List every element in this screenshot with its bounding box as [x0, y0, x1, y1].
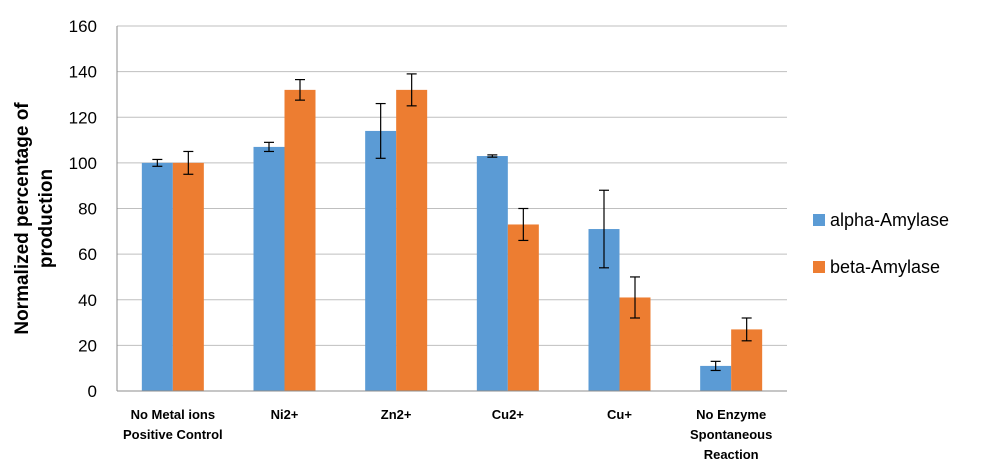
gridlines — [117, 25, 787, 346]
error-bars — [152, 73, 752, 372]
y-axis-label: Normalized percentage of production — [12, 102, 57, 335]
y-tick-label: 100 — [69, 154, 97, 173]
bar-alpha-0 — [141, 162, 173, 391]
y-tick-label: 20 — [78, 336, 97, 355]
bar-beta-1 — [284, 89, 316, 391]
y-tick-label: 140 — [69, 63, 97, 82]
y-tick-label: 60 — [78, 245, 97, 264]
x-axis — [116, 26, 787, 392]
legend-swatch — [813, 214, 825, 226]
legend: alpha-Amylase beta-Amylase — [813, 210, 949, 277]
x-category-label: No Enzyme Spontaneous Reaction — [690, 407, 772, 462]
y-tick-label: 80 — [78, 200, 97, 219]
x-category-label: Ni2+ — [271, 407, 299, 422]
x-category-label: Cu+ — [607, 407, 632, 422]
legend-label: alpha-Amylase — [830, 210, 949, 230]
x-axis-categories: No Metal ions Positive Control Ni2+ Zn2+ Cu2… — [123, 407, 772, 462]
bar-alpha-3 — [476, 156, 508, 391]
x-category-label: Zn2+ — [381, 407, 412, 422]
y-tick-label: 40 — [78, 291, 97, 310]
bar-beta-3 — [507, 224, 539, 391]
bar-beta-2 — [396, 89, 428, 391]
bar-alpha-2 — [365, 130, 397, 391]
legend-swatch — [813, 261, 825, 273]
legend-label: beta-Amylase — [830, 257, 940, 277]
x-category-label: No Metal ions Positive Control — [123, 407, 223, 442]
y-axis-ticks: 0 20 40 60 80 100 120 140 160 — [69, 17, 97, 401]
y-tick-label: 120 — [69, 108, 97, 127]
bars — [141, 89, 763, 391]
y-tick-label: 0 — [88, 382, 97, 401]
bar-beta-0 — [172, 162, 204, 391]
y-tick-label: 160 — [69, 17, 97, 36]
bar-alpha-1 — [253, 146, 285, 391]
x-category-label: Cu2+ — [492, 407, 525, 422]
